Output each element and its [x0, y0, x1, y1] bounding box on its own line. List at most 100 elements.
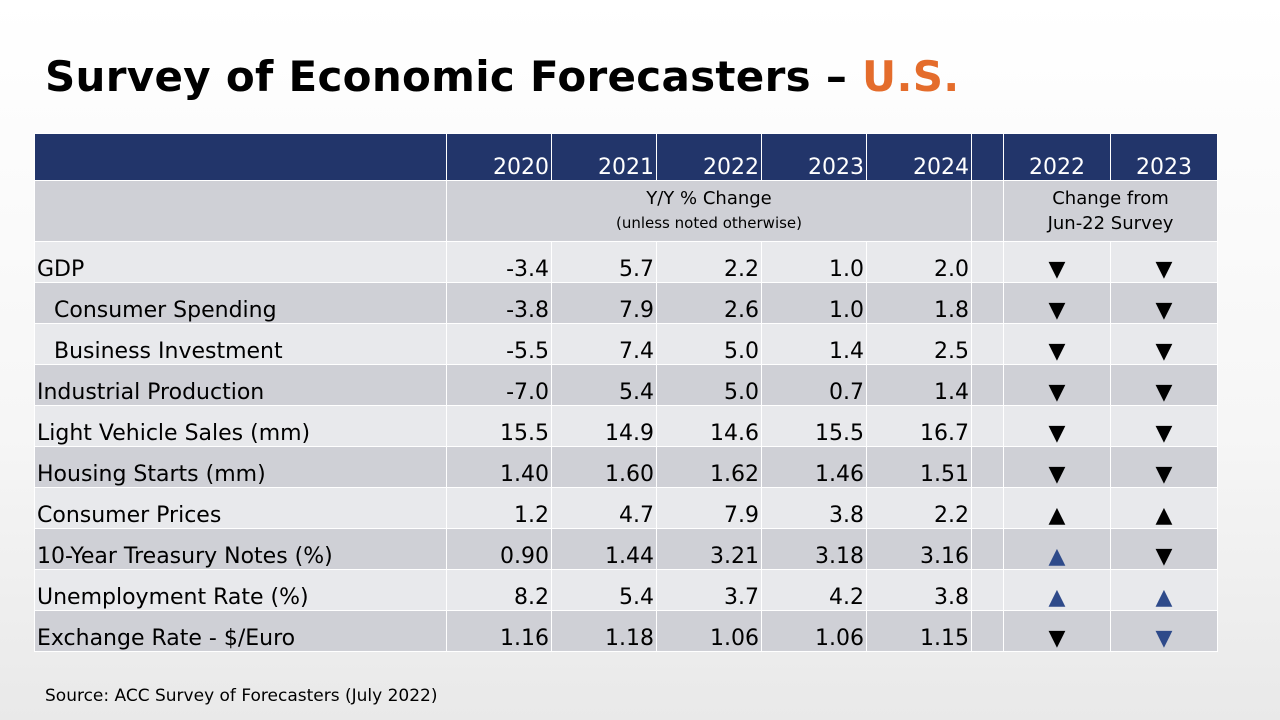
- row-value: 2.5: [866, 323, 972, 365]
- change-2022-cell: ▼: [1003, 610, 1111, 652]
- row-value: 3.7: [656, 569, 762, 611]
- header-blank: [34, 133, 447, 181]
- table-row: Business Investment -5.5 7.4 5.0 1.4 2.5 ▼ ▼: [34, 323, 1218, 365]
- table-row: Light Vehicle Sales (mm) 15.5 14.9 14.6 15.5…: [34, 405, 1218, 447]
- row-spacer: [971, 364, 1004, 406]
- header-change-2023: 2023: [1110, 133, 1218, 181]
- table-row: Exchange Rate - $/Euro 1.16 1.18 1.06 1.06 1.…: [34, 610, 1218, 652]
- change-2022-cell: ▼: [1003, 446, 1111, 488]
- row-value: 1.16: [446, 610, 552, 652]
- table-row: 10-Year Treasury Notes (%) 0.90 1.44 3.21 3.…: [34, 528, 1218, 570]
- table-row: Industrial Production -7.0 5.4 5.0 0.7 1.4 ▼ ▼: [34, 364, 1218, 406]
- row-value: 7.9: [551, 282, 657, 324]
- row-value: 8.2: [446, 569, 552, 611]
- triangle-up-icon: ▲: [1155, 585, 1173, 610]
- header-row: 2020 2021 2022 2023 2024 2022 2023: [34, 133, 1218, 181]
- triangle-down-icon: ▼: [1048, 298, 1066, 323]
- row-value: 3.8: [866, 569, 972, 611]
- row-value: 3.21: [656, 528, 762, 570]
- yy-change-cell: Y/Y % Change (unless noted otherwise): [446, 180, 972, 242]
- subheader-blank: [34, 180, 447, 242]
- triangle-down-icon: ▼: [1155, 544, 1173, 569]
- table-row: Housing Starts (mm) 1.40 1.60 1.62 1.46 1.51 ▼…: [34, 446, 1218, 488]
- triangle-down-icon: ▼: [1155, 421, 1173, 446]
- change-2023-cell: ▼: [1110, 405, 1218, 447]
- change-2023-cell: ▼: [1110, 282, 1218, 324]
- triangle-down-icon: ▼: [1048, 421, 1066, 446]
- change-2023-cell: ▼: [1110, 323, 1218, 365]
- triangle-down-icon: ▼: [1155, 257, 1173, 282]
- header-year-2024: 2024: [866, 133, 972, 181]
- row-spacer: [971, 610, 1004, 652]
- row-value: 16.7: [866, 405, 972, 447]
- row-label: 10-Year Treasury Notes (%): [34, 528, 447, 570]
- title-accent: U.S.: [862, 52, 960, 101]
- forecast-table: 2020 2021 2022 2023 2024 2022 2023 Y/Y %…: [34, 133, 1218, 652]
- table-row: Consumer Prices 1.2 4.7 7.9 3.8 2.2 ▲ ▲: [34, 487, 1218, 529]
- row-value: 15.5: [761, 405, 867, 447]
- triangle-down-icon: ▼: [1155, 626, 1173, 651]
- row-spacer: [971, 405, 1004, 447]
- change-2023-cell: ▲: [1110, 487, 1218, 529]
- row-spacer: [971, 446, 1004, 488]
- row-value: 15.5: [446, 405, 552, 447]
- change-2022-cell: ▼: [1003, 282, 1111, 324]
- triangle-up-icon: ▲: [1155, 503, 1173, 528]
- row-value: -7.0: [446, 364, 552, 406]
- change-2022-cell: ▲: [1003, 528, 1111, 570]
- header-year-2022: 2022: [656, 133, 762, 181]
- change-from-cell: Change from Jun-22 Survey: [1003, 180, 1218, 242]
- row-value: 1.18: [551, 610, 657, 652]
- change-2023-cell: ▲: [1110, 569, 1218, 611]
- title-main: Survey of Economic Forecasters –: [45, 52, 863, 101]
- subheader-spacer: [971, 180, 1004, 242]
- row-label: Consumer Prices: [34, 487, 447, 529]
- row-label: Industrial Production: [34, 364, 447, 406]
- row-value: 2.0: [866, 241, 972, 283]
- change-2023-cell: ▼: [1110, 446, 1218, 488]
- row-spacer: [971, 528, 1004, 570]
- subheader-row: Y/Y % Change (unless noted otherwise) Ch…: [34, 180, 1218, 242]
- change-from-label: Change from: [1052, 188, 1169, 209]
- change-2023-cell: ▼: [1110, 364, 1218, 406]
- row-spacer: [971, 241, 1004, 283]
- change-2022-cell: ▼: [1003, 405, 1111, 447]
- header-year-2023: 2023: [761, 133, 867, 181]
- triangle-up-icon: ▲: [1048, 544, 1066, 569]
- row-value: 5.4: [551, 364, 657, 406]
- change-2022-cell: ▼: [1003, 241, 1111, 283]
- table-body: GDP -3.4 5.7 2.2 1.0 2.0 ▼ ▼ Consumer Spending -3…: [34, 241, 1218, 652]
- triangle-up-icon: ▲: [1048, 585, 1066, 610]
- table-row: GDP -3.4 5.7 2.2 1.0 2.0 ▼ ▼: [34, 241, 1218, 283]
- row-value: 1.06: [761, 610, 867, 652]
- row-value: 1.06: [656, 610, 762, 652]
- row-label: Housing Starts (mm): [34, 446, 447, 488]
- row-spacer: [971, 487, 1004, 529]
- row-value: 4.7: [551, 487, 657, 529]
- row-value: 14.6: [656, 405, 762, 447]
- row-value: 1.0: [761, 241, 867, 283]
- change-2022-cell: ▲: [1003, 487, 1111, 529]
- header-change-2022: 2022: [1003, 133, 1111, 181]
- triangle-down-icon: ▼: [1155, 380, 1173, 405]
- row-value: 1.62: [656, 446, 762, 488]
- page-title: Survey of Economic Forecasters – U.S.: [45, 52, 960, 101]
- row-value: 0.7: [761, 364, 867, 406]
- row-label: Consumer Spending: [34, 282, 447, 324]
- row-value: -3.8: [446, 282, 552, 324]
- row-value: 1.51: [866, 446, 972, 488]
- row-value: 3.8: [761, 487, 867, 529]
- header-spacer: [971, 133, 1004, 181]
- row-value: 1.4: [866, 364, 972, 406]
- row-value: 7.4: [551, 323, 657, 365]
- row-value: 5.0: [656, 364, 762, 406]
- triangle-down-icon: ▼: [1048, 339, 1066, 364]
- header-year-2021: 2021: [551, 133, 657, 181]
- row-label: Light Vehicle Sales (mm): [34, 405, 447, 447]
- row-value: 4.2: [761, 569, 867, 611]
- row-value: -5.5: [446, 323, 552, 365]
- triangle-down-icon: ▼: [1155, 339, 1173, 364]
- row-label: GDP: [34, 241, 447, 283]
- row-value: 0.90: [446, 528, 552, 570]
- row-value: 1.15: [866, 610, 972, 652]
